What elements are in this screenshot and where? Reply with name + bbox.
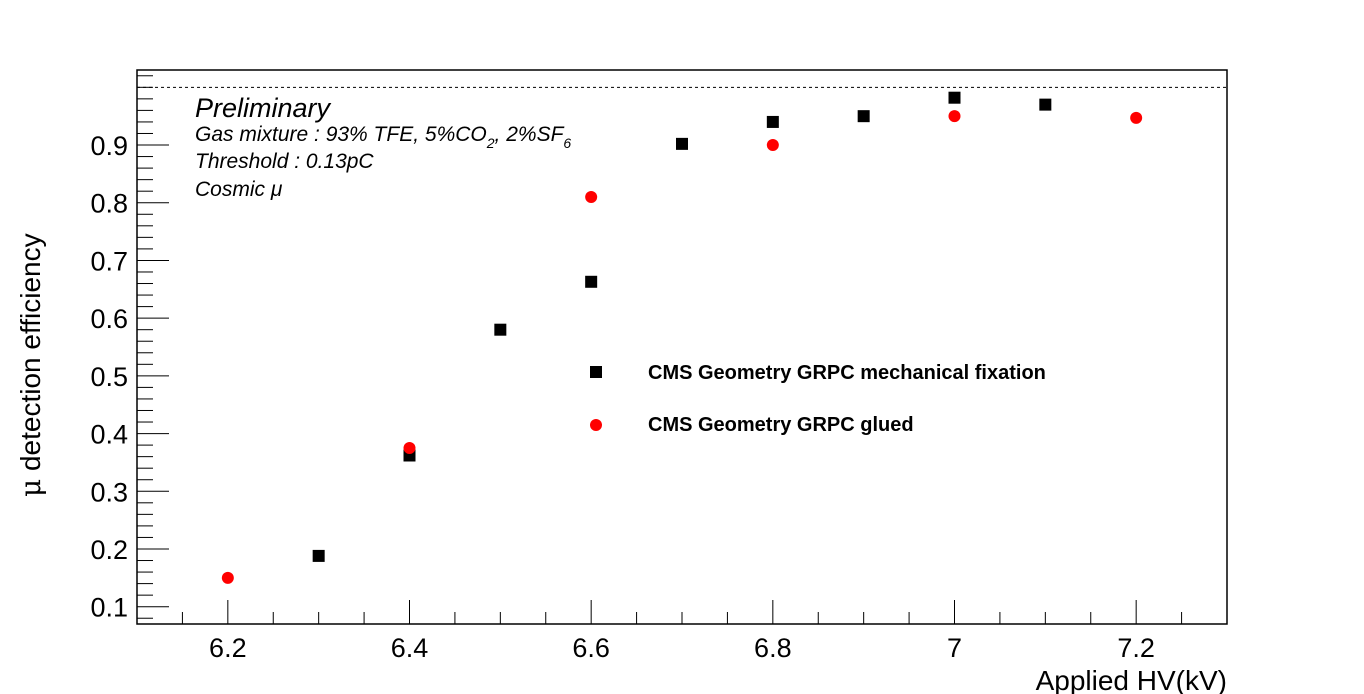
- x-tick-label: 6.2: [209, 633, 247, 663]
- axis-ticks: [137, 75, 1228, 624]
- gas-mixture-label: Gas mixture : 93% TFE, 5%CO2, 2%SF6: [195, 123, 571, 151]
- tick-labels: 6.2 6.4 6.6 6.8 7 7.2 0.1 0.2 0.3 0.4 0.5 0.6 0.7 0.8…: [90, 131, 1154, 663]
- y-tick-label: 0.7: [90, 246, 128, 276]
- preliminary-label: Preliminary: [195, 93, 332, 123]
- point-mechanical: [766, 115, 779, 128]
- y-tick-label: 0.5: [90, 362, 128, 392]
- legend-marker-circle: [590, 419, 602, 431]
- y-tick-label: 0.1: [90, 593, 128, 623]
- point-mechanical: [948, 91, 961, 104]
- x-tick-label: 7.2: [1117, 633, 1155, 663]
- y-tick-label: 0.4: [90, 420, 128, 450]
- x-tick-label: 6.4: [391, 633, 429, 663]
- gas-sub-co2: 2: [486, 135, 495, 151]
- point-mechanical: [585, 275, 598, 288]
- legend-label-mechanical: CMS Geometry GRPC mechanical fixation: [648, 362, 1046, 384]
- y-tick-label: 0.3: [90, 477, 128, 507]
- y-axis-mu: μ: [14, 479, 47, 497]
- y-tick-label: 0.2: [90, 535, 128, 565]
- point-mechanical: [312, 549, 325, 562]
- x-tick-label: 6.6: [572, 633, 610, 663]
- x-tick-label: 7: [947, 633, 962, 663]
- threshold-label: Threshold : 0.13pC: [195, 150, 374, 173]
- y-axis-title: μ detection efficiency: [14, 233, 47, 497]
- y-axis-label-text: detection efficiency: [15, 233, 46, 478]
- gas-text-mid: , 2%SF: [495, 123, 565, 146]
- point-glued: [585, 190, 598, 203]
- gas-sub-sf6: 6: [563, 135, 571, 151]
- y-tick-label: 0.8: [90, 189, 128, 219]
- gas-text: Gas mixture : 93% TFE, 5%CO: [195, 123, 487, 146]
- y-tick-label: 0.6: [90, 304, 128, 334]
- point-mechanical: [676, 137, 688, 150]
- point-mechanical: [1039, 98, 1052, 111]
- x-axis-title: Applied HV(kV): [1036, 665, 1227, 694]
- x-tick-label: 6.8: [754, 633, 792, 663]
- point-mechanical: [857, 110, 870, 123]
- point-glued: [766, 139, 779, 152]
- legend: CMS Geometry GRPC mechanical fixation CM…: [590, 362, 1046, 436]
- legend-label-glued: CMS Geometry GRPC glued: [648, 414, 914, 436]
- y-tick-label: 0.9: [90, 131, 128, 161]
- point-glued: [1130, 111, 1143, 124]
- point-glued: [948, 110, 961, 123]
- point-glued: [221, 571, 234, 584]
- data-points: [221, 91, 1143, 584]
- point-glued: [403, 441, 416, 454]
- point-mechanical: [494, 323, 507, 336]
- legend-marker-square: [590, 366, 602, 378]
- cosmic-label: Cosmic μ: [195, 178, 283, 201]
